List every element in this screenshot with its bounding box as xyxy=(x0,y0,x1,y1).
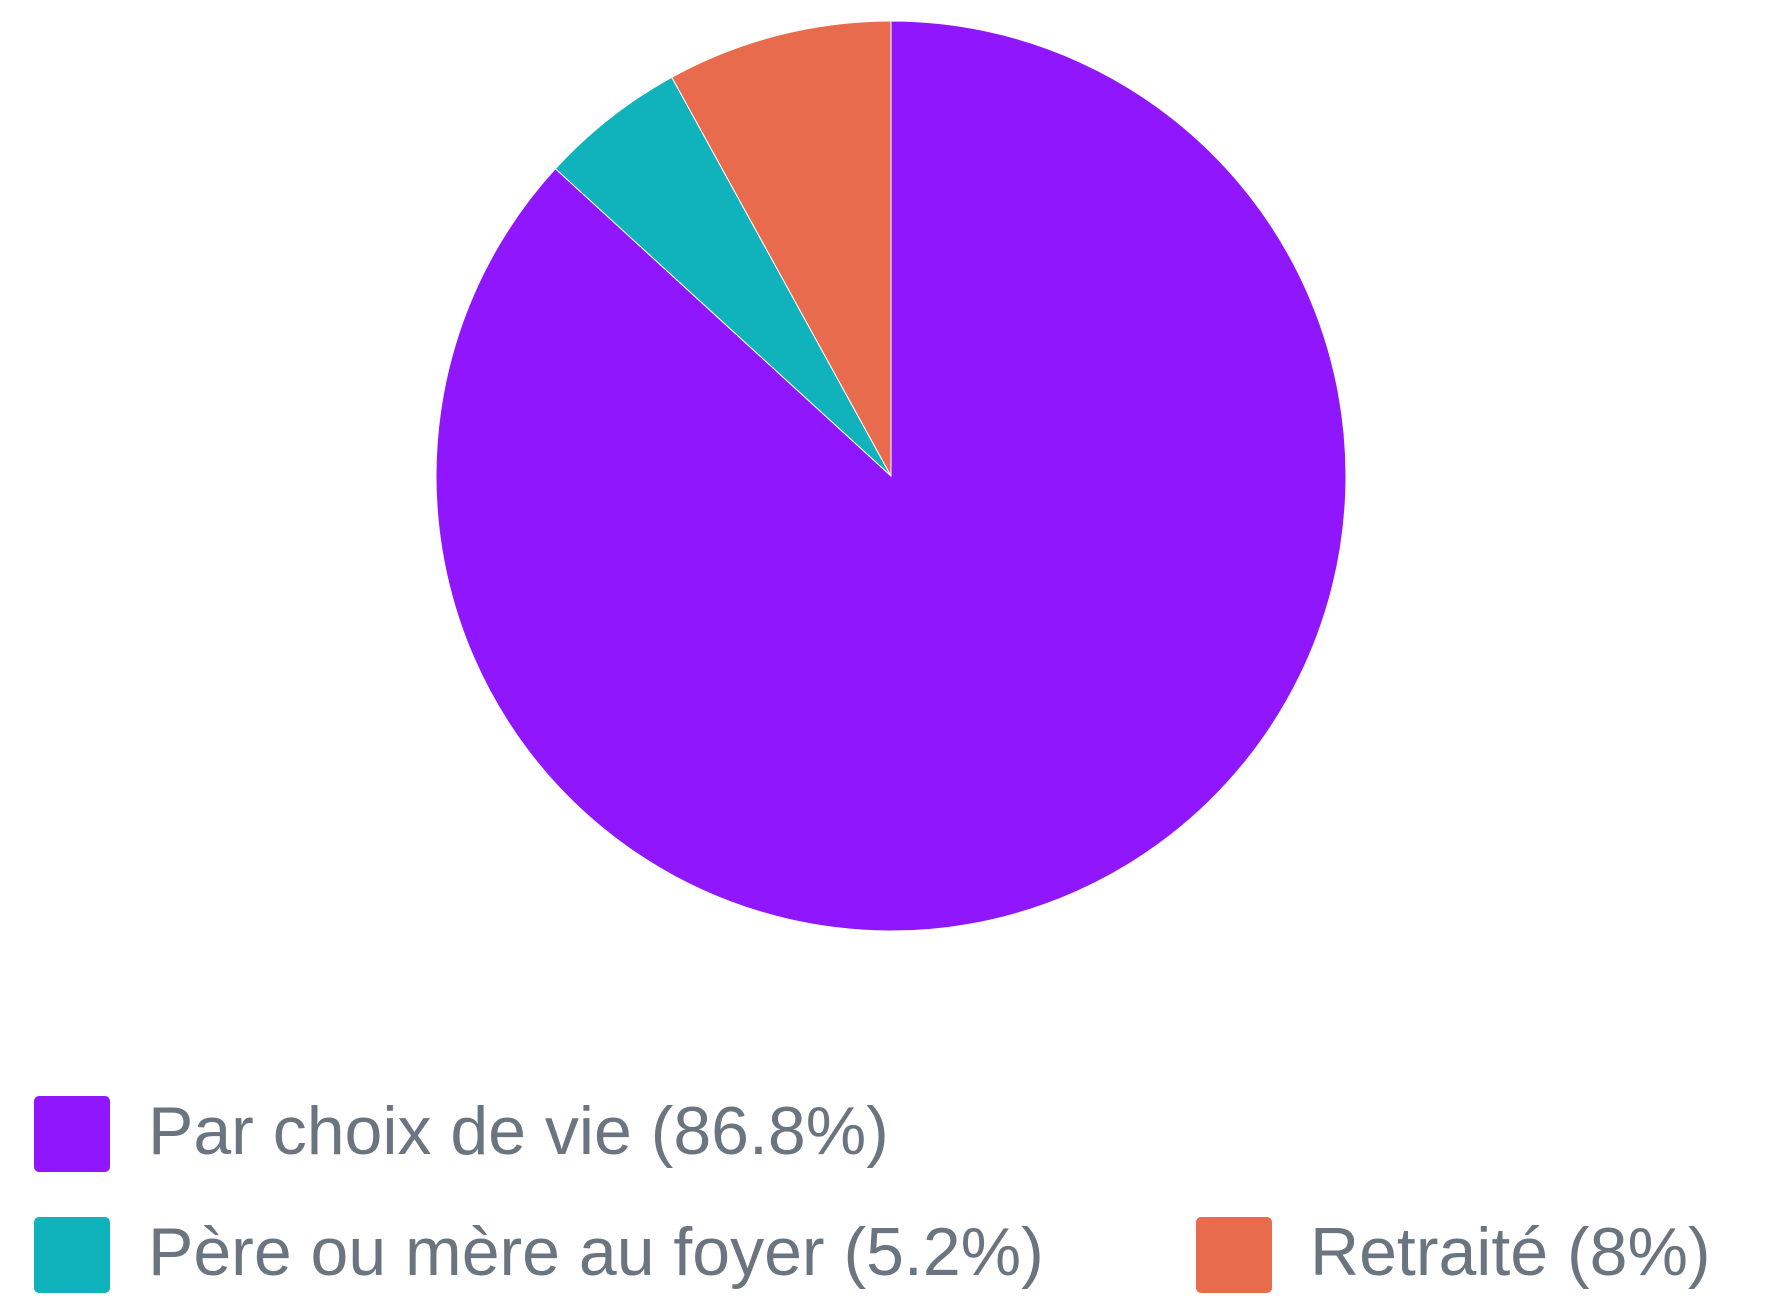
legend-label: Par choix de vie (86.8%) xyxy=(148,1093,889,1169)
pie-slice xyxy=(671,20,892,477)
legend-swatch xyxy=(1196,1217,1272,1293)
pie-slice xyxy=(554,76,892,477)
pie-slice xyxy=(435,20,1347,932)
legend-swatch xyxy=(34,1096,110,1172)
legend-swatch xyxy=(34,1217,110,1293)
legend-label: Père ou mère au foyer (5.2%) xyxy=(148,1214,1044,1290)
legend-label: Retraité (8%) xyxy=(1310,1214,1711,1290)
